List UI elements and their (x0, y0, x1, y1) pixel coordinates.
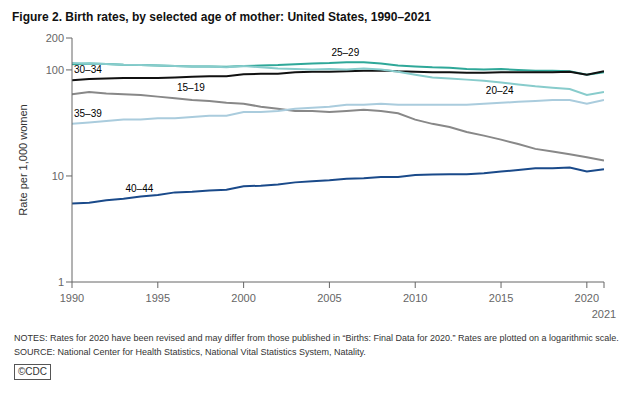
html-text:NOTES: Rates for 2020 have bee: NOTES: Rates for 2020 have been revised … (14, 333, 619, 343)
svg-text:10: 10 (52, 170, 64, 182)
svg-text:30–34: 30–34 (74, 64, 102, 75)
svg-text:1990: 1990 (60, 292, 84, 304)
svg-text:1995: 1995 (146, 292, 170, 304)
svg-text:15–19: 15–19 (177, 82, 205, 93)
svg-text:35–39: 35–39 (74, 108, 102, 119)
svg-text:200: 200 (46, 32, 64, 44)
svg-text:40–44: 40–44 (125, 183, 153, 194)
svg-text:20–24: 20–24 (486, 85, 514, 96)
svg-text:2015: 2015 (489, 292, 513, 304)
html-text:SOURCE: National Center for He: SOURCE: National Center for Health Stati… (14, 347, 366, 357)
svg-text:Rate per 1,000 women: Rate per 1,000 women (17, 104, 29, 215)
svg-text:1: 1 (58, 276, 64, 288)
svg-text:2005: 2005 (317, 292, 341, 304)
svg-text:2000: 2000 (231, 292, 255, 304)
svg-text:100: 100 (46, 64, 64, 76)
svg-text:25–29: 25–29 (331, 47, 359, 58)
html-text:©CDC: ©CDC (18, 366, 47, 377)
svg-text:2010: 2010 (403, 292, 427, 304)
html-text:Figure 2. Birth rates, by sele: Figure 2. Birth rates, by selected age o… (12, 10, 431, 24)
svg-text:2021: 2021 (592, 308, 616, 320)
svg-text:2020: 2020 (575, 292, 599, 304)
